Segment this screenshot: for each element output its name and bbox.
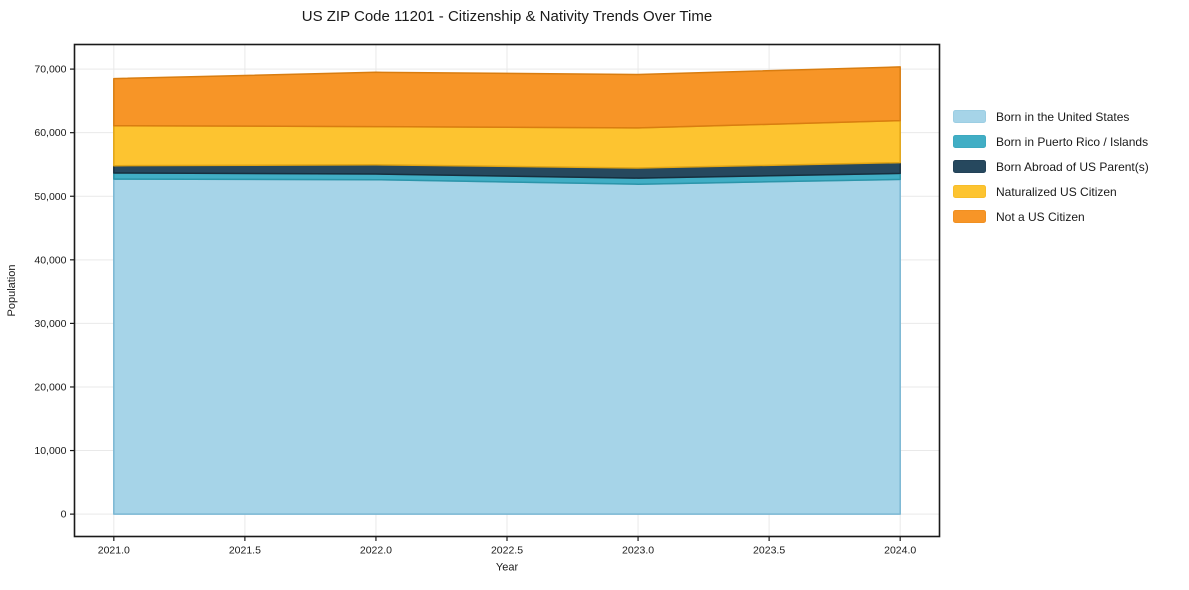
y-tick-label: 50,000 [34,191,66,203]
x-tick-label: 2022.0 [360,545,392,557]
legend-swatch-born-abroad [953,160,986,173]
legend-item: Born Abroad of US Parent(s) [953,154,1149,179]
y-tick-label: 0 [61,509,67,521]
x-tick-label: 2023.5 [753,545,785,557]
x-axis-label: Year [496,562,519,574]
axis-tick-labels: 2021.0 2021.5 2022.0 2022.5 2023.0 2023.5 2024… [34,64,916,557]
y-tick-label: 30,000 [34,318,66,330]
legend-item: Born in the United States [953,104,1149,129]
legend-swatch-naturalized [953,185,986,198]
chart-title: US ZIP Code 11201 - Citizenship & Nativi… [301,8,713,25]
x-tick-label: 2023.0 [622,545,654,557]
legend-swatch-born-us [953,110,986,123]
y-tick-label: 60,000 [34,127,66,139]
legend: Born in the United States Born in Puerto… [953,104,1149,229]
legend-item: Born in Puerto Rico / Islands [953,129,1149,154]
legend-swatch-puerto-rico [953,135,986,148]
x-tick-label: 2021.0 [98,545,130,557]
y-tick-label: 40,000 [34,254,66,266]
axis-ticks [70,68,901,541]
x-tick-label: 2024.0 [884,545,916,557]
y-axis-label: Population [6,265,18,317]
legend-label: Born in Puerto Rico / Islands [996,134,1149,149]
x-tick-label: 2021.5 [229,545,261,557]
area-not-a-us-citizen [113,66,901,129]
legend-item: Not a US Citizen [953,204,1149,229]
y-tick-label: 70,000 [34,64,66,76]
legend-label: Naturalized US Citizen [996,184,1117,199]
legend-label: Not a US Citizen [996,209,1085,224]
legend-label: Born in the United States [996,109,1130,124]
legend-label: Born Abroad of US Parent(s) [996,159,1149,174]
y-tick-label: 20,000 [34,381,66,393]
stacked-areas [113,66,901,515]
x-tick-label: 2022.5 [491,545,523,557]
y-tick-label: 10,000 [34,445,66,457]
area-born-in-the-united-states [113,178,901,515]
legend-item: Naturalized US Citizen [953,179,1149,204]
legend-swatch-not-citizen [953,210,986,223]
